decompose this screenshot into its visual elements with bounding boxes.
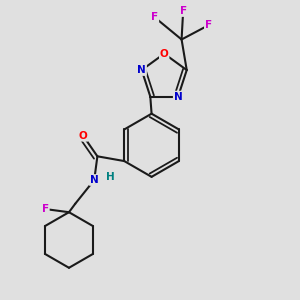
Text: F: F — [42, 204, 49, 214]
Text: N: N — [174, 92, 182, 101]
Text: H: H — [106, 172, 114, 182]
Text: O: O — [79, 131, 88, 141]
Text: F: F — [180, 6, 187, 16]
Text: F: F — [205, 20, 212, 30]
Text: N: N — [90, 175, 99, 185]
Text: O: O — [160, 49, 169, 59]
Text: F: F — [151, 12, 158, 22]
Text: N: N — [137, 65, 146, 75]
